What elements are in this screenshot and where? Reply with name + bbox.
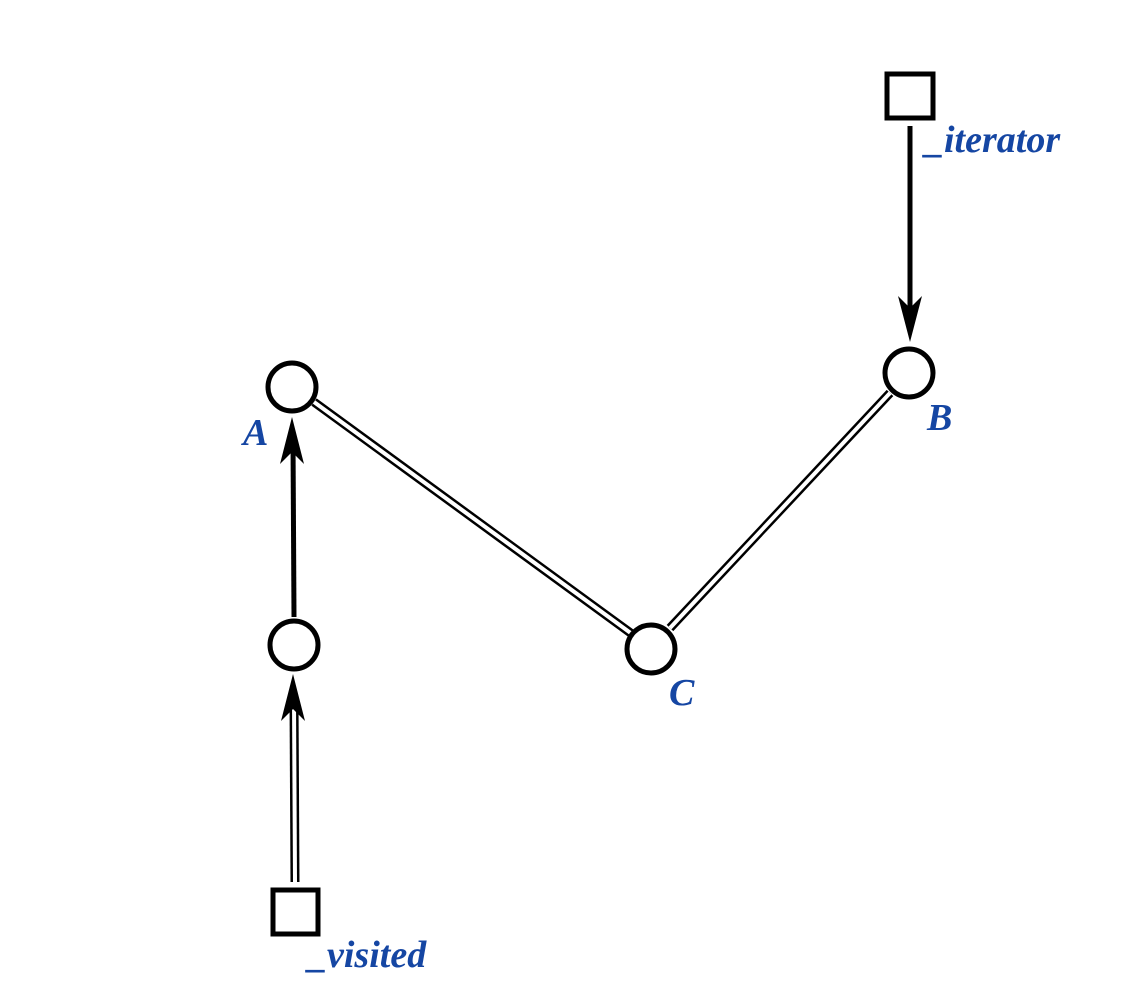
node-a [265,360,319,414]
node-visited [270,887,321,937]
label-b: B [926,397,952,439]
edge-a-c [311,398,635,638]
arrowhead-up-icon [280,417,304,464]
arrowhead-down-icon [898,296,922,342]
node-b [882,346,936,400]
label-iterator: _iterator [922,119,1061,161]
node-unlabeled [267,618,321,672]
edge-visited-to-d [281,674,305,883]
label-c: C [669,672,695,714]
node-c [624,622,678,676]
edge-d-to-a [280,417,304,618]
edge-iterator-to-b [898,126,922,342]
node-iterator [884,71,936,121]
label-visited: _visited [305,934,427,976]
label-a: A [241,412,268,454]
edge-b-c [666,389,894,632]
arrowhead-up-icon [281,674,305,721]
